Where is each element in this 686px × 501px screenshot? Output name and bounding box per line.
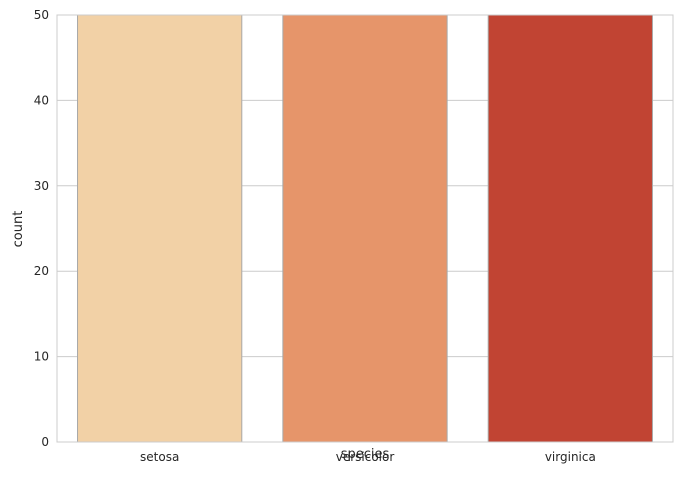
y-tick-label: 0	[41, 435, 49, 449]
y-tick-label: 10	[34, 350, 49, 364]
bar-versicolor	[282, 14, 448, 443]
y-tick-label: 50	[34, 8, 49, 22]
x-axis-label: species	[341, 447, 390, 462]
x-tick-label: versicolor	[336, 450, 395, 464]
bar-virginica	[487, 14, 653, 443]
y-tick-labels: 0 10 20 30 40 50	[34, 8, 49, 449]
y-tick-label: 20	[34, 264, 49, 278]
bars	[77, 14, 653, 443]
y-tick-label: 30	[34, 179, 49, 193]
y-tick-label: 40	[34, 93, 49, 107]
y-axis-label: count	[11, 211, 26, 248]
plot-border	[56, 14, 674, 443]
x-tick-label: virginica	[545, 450, 596, 464]
bar-setosa	[77, 14, 243, 443]
x-tick-label: setosa	[140, 450, 179, 464]
x-tick-labels: setosa versicolor virginica	[140, 450, 596, 464]
plot-frame	[56, 14, 674, 443]
